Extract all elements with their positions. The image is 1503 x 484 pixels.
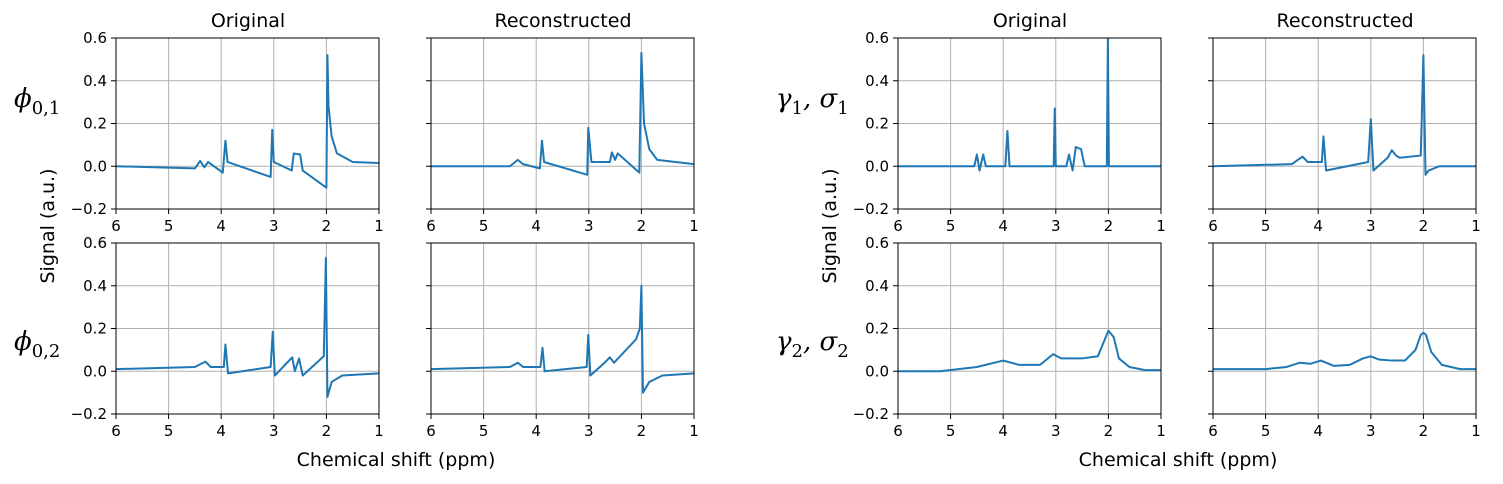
x-tick-label: 1 xyxy=(374,422,384,440)
x-tick-label: 4 xyxy=(216,422,226,440)
x-tick-label: 6 xyxy=(426,217,436,235)
x-tick-label: 4 xyxy=(531,422,541,440)
chart-panel-phi-row1-original: 6 5 4 3 2 1 −0.2 0.0 0.2 0.4 0.6 xyxy=(71,29,384,235)
x-tick-label: 6 xyxy=(426,422,436,440)
x-axis-label-right: Chemical shift (ppm) xyxy=(1079,449,1278,471)
x-tick-label: 2 xyxy=(1419,217,1429,235)
x-tick-label: 1 xyxy=(689,422,699,440)
x-tick-label: 6 xyxy=(111,422,121,440)
x-tick-label: 4 xyxy=(1313,422,1323,440)
x-tick-label: 6 xyxy=(1208,217,1218,235)
x-tick-label: 3 xyxy=(269,422,279,440)
x-tick-label: 5 xyxy=(479,422,489,440)
x-tick-label: 6 xyxy=(1208,422,1218,440)
x-tick-label: 6 xyxy=(893,422,903,440)
series-line xyxy=(898,329,1161,373)
y-tick-label: 0.6 xyxy=(865,234,889,252)
row-label-phi-0-2: ϕ0,2 xyxy=(14,327,60,362)
series-line xyxy=(431,284,694,394)
y-tick-label: 0.2 xyxy=(865,320,889,338)
x-tick-label: 1 xyxy=(1156,217,1166,235)
series-line xyxy=(898,38,1161,172)
column-title-reconstructed-left: Reconstructed xyxy=(495,10,632,32)
x-tick-label: 4 xyxy=(1313,217,1323,235)
y-tick-label: 0.4 xyxy=(865,72,889,90)
row-label-phi-0-1: ϕ0,1 xyxy=(14,84,60,119)
x-tick-label: 4 xyxy=(998,217,1008,235)
x-tick-label: 1 xyxy=(689,217,699,235)
x-tick-label: 3 xyxy=(1366,422,1376,440)
x-tick-label: 3 xyxy=(584,422,594,440)
y-tick-label: 0.2 xyxy=(865,115,889,133)
x-tick-label: 2 xyxy=(637,217,647,235)
x-tick-label: 5 xyxy=(164,217,174,235)
row-label-gamma-2-sigma-2: γ2, σ2 xyxy=(776,327,849,362)
x-tick-label: 3 xyxy=(269,217,279,235)
x-tick-label: 5 xyxy=(946,422,956,440)
y-tick-label: 0.0 xyxy=(83,157,107,175)
x-tick-label: 1 xyxy=(1156,422,1166,440)
y-tick-label: −0.2 xyxy=(853,405,889,423)
x-tick-label: 4 xyxy=(998,422,1008,440)
x-tick-label: 1 xyxy=(1471,217,1481,235)
column-title-original-right: Original xyxy=(993,10,1067,32)
row-label-gamma-1-sigma-1: γ1, σ1 xyxy=(776,84,849,119)
x-tick-label: 2 xyxy=(1419,422,1429,440)
chart-panel-phi-row2-reconstructed: 6 5 4 3 2 1 xyxy=(426,242,699,440)
x-tick-label: 5 xyxy=(164,422,174,440)
y-tick-label: 0.6 xyxy=(865,29,889,47)
x-tick-label: 3 xyxy=(1051,422,1061,440)
y-tick-label: 0.6 xyxy=(83,29,107,47)
y-tick-label: 0.0 xyxy=(83,362,107,380)
chart-panel-gamma-row1-reconstructed: 6 5 4 3 2 1 xyxy=(1208,37,1481,235)
column-title-reconstructed-right: Reconstructed xyxy=(1277,10,1414,32)
column-title-original-left: Original xyxy=(211,10,285,32)
x-tick-label: 5 xyxy=(1261,422,1271,440)
y-tick-label: −0.2 xyxy=(71,200,107,218)
series-line xyxy=(116,256,379,398)
x-tick-label: 5 xyxy=(946,217,956,235)
y-tick-label: 0.0 xyxy=(865,157,889,175)
y-tick-label: 0.4 xyxy=(865,277,889,295)
chart-panel-phi-row1-reconstructed: 6 5 4 3 2 1 xyxy=(426,37,699,235)
chart-panel-phi-row2-original: 6 5 4 3 2 1 −0.2 0.0 0.2 0.4 0.6 xyxy=(71,234,384,440)
y-tick-label: 0.2 xyxy=(83,115,107,133)
y-axis-label-right: Signal (a.u.) xyxy=(819,169,841,284)
y-tick-label: 0.2 xyxy=(83,320,107,338)
panels-layer: 6 5 4 3 2 1−0.20.00.20.40.66 5 4 3 2 16 5 4 3 2 1−0.20.… xyxy=(71,29,1481,440)
y-axis-label-left: Signal (a.u.) xyxy=(37,169,59,284)
x-tick-label: 1 xyxy=(374,217,384,235)
x-tick-label: 3 xyxy=(1366,217,1376,235)
series-line xyxy=(1213,331,1476,371)
x-tick-label: 2 xyxy=(322,422,332,440)
x-tick-label: 5 xyxy=(479,217,489,235)
y-tick-label: −0.2 xyxy=(853,200,889,218)
x-tick-label: 3 xyxy=(584,217,594,235)
x-tick-label: 5 xyxy=(1261,217,1271,235)
x-tick-label: 4 xyxy=(531,217,541,235)
x-tick-label: 2 xyxy=(1104,217,1114,235)
x-tick-label: 2 xyxy=(322,217,332,235)
chart-panel-gamma-row2-reconstructed: 6 5 4 3 2 1 xyxy=(1208,242,1481,440)
x-tick-label: 6 xyxy=(893,217,903,235)
x-tick-label: 3 xyxy=(1051,217,1061,235)
y-tick-label: 0.0 xyxy=(865,362,889,380)
y-tick-label: 0.4 xyxy=(83,72,107,90)
y-tick-label: 0.6 xyxy=(83,234,107,252)
series-line xyxy=(431,51,694,176)
y-tick-label: 0.4 xyxy=(83,277,107,295)
x-tick-label: 2 xyxy=(1104,422,1114,440)
y-tick-label: −0.2 xyxy=(71,405,107,423)
x-axis-label-left: Chemical shift (ppm) xyxy=(297,449,496,471)
series-line xyxy=(116,54,379,189)
x-tick-label: 1 xyxy=(1471,422,1481,440)
series-line xyxy=(1213,54,1476,176)
chart-panel-gamma-row2-original: 6 5 4 3 2 1 −0.2 0.0 0.2 0.4 0.6 xyxy=(853,234,1166,440)
x-tick-label: 2 xyxy=(637,422,647,440)
chart-panel-gamma-row1-original: 6 5 4 3 2 1 −0.2 0.0 0.2 0.4 0.6 xyxy=(853,29,1166,235)
x-tick-label: 6 xyxy=(111,217,121,235)
x-tick-label: 4 xyxy=(216,217,226,235)
